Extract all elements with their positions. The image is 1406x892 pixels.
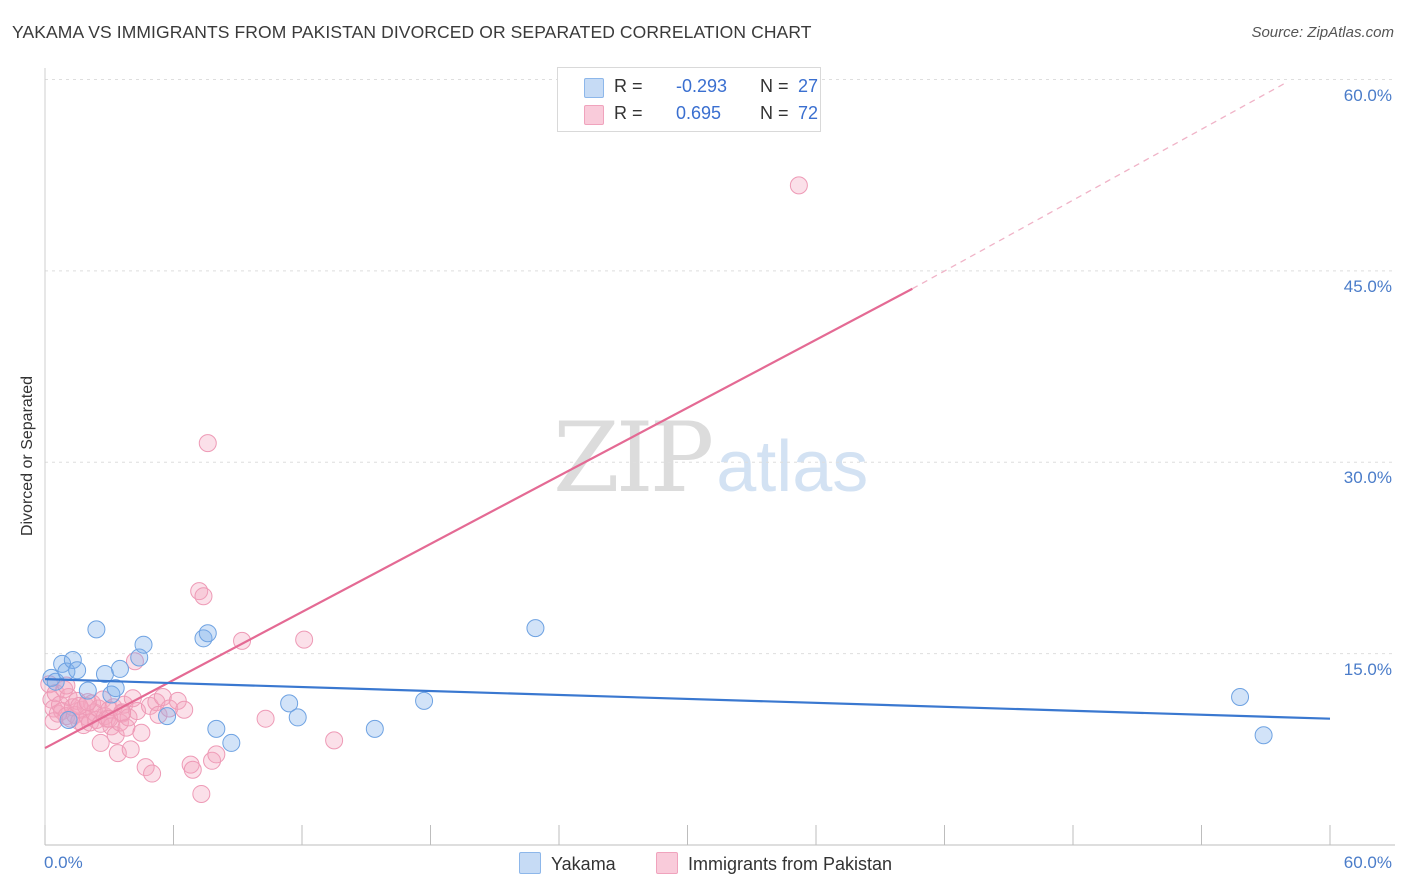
pakistan-point [132, 723, 151, 742]
legend-swatch-yakama [584, 78, 604, 98]
yakama-point [365, 719, 384, 738]
watermark: ZIPatlas [553, 402, 868, 514]
legend-swatch-pakistan [584, 105, 604, 125]
legend-r-value: -0.293 [676, 76, 728, 96]
yakama-point [158, 707, 177, 726]
yakama-point [134, 635, 153, 654]
bottom-legend-label-pakistan: Immigrants from Pakistan [688, 854, 893, 874]
yakama-point [280, 694, 299, 713]
x-tick-label-max: 60.0% [1343, 853, 1392, 872]
yakama-point [526, 619, 545, 638]
x-tick-label-min: 0.0% [44, 853, 83, 872]
yakama-point [78, 681, 97, 700]
y-tick-label: 45.0% [1343, 277, 1392, 296]
yakama-points [42, 619, 1273, 752]
pakistan-points [40, 176, 808, 803]
pakistan-point [207, 745, 226, 764]
bottom-legend-pakistan: Immigrants from Pakistan [656, 852, 892, 875]
yakama-trend-line [44, 678, 1331, 720]
pakistan-point [256, 709, 275, 728]
axes [44, 68, 1395, 846]
bottom-legend-swatch-pakistan [656, 852, 678, 874]
yakama-point [207, 719, 226, 738]
yakama-point [288, 708, 307, 727]
watermark-zip: ZIP [553, 402, 714, 514]
correlation-legend: R = -0.293 N = 27 R = 0.695 N = 72 [557, 67, 821, 132]
pakistan-point [44, 712, 63, 731]
yakama-point [415, 691, 434, 710]
legend-r-label: R = [614, 76, 643, 96]
legend-n-label: N = [760, 76, 789, 96]
pakistan-point [789, 176, 808, 195]
pakistan-point [183, 760, 202, 779]
pakistan-point [153, 688, 172, 707]
yakama-point [63, 651, 82, 670]
pakistan-point [175, 700, 194, 719]
pakistan-point [198, 434, 217, 453]
yakama-point [1231, 688, 1250, 707]
bottom-legend-yakama: Yakama [519, 852, 616, 875]
pakistan-point [57, 676, 76, 695]
yakama-point [87, 620, 106, 639]
yakama-point [1254, 726, 1273, 745]
yakama-point [222, 733, 241, 752]
bottom-legend-swatch-yakama [519, 852, 541, 874]
yakama-point [59, 710, 78, 729]
y-tick-label: 30.0% [1343, 468, 1392, 487]
grid-lines [45, 79, 1395, 655]
watermark-atlas: atlas [716, 427, 869, 507]
legend-n-value: 27 [798, 76, 819, 96]
legend-n-label: N = [760, 103, 789, 123]
pakistan-point [192, 784, 211, 803]
legend-r-label: R = [614, 103, 643, 123]
y-tick-label: 15.0% [1343, 660, 1392, 679]
pakistan-trend-line [44, 287, 913, 750]
pakistan-point [168, 691, 187, 710]
pakistan-point [136, 758, 155, 777]
legend-r-value: 0.695 [676, 103, 722, 123]
y-axis-label: Divorced or Separated [19, 375, 36, 537]
yakama-point [110, 659, 129, 678]
pakistan-point [295, 630, 314, 649]
trend-lines [44, 81, 1331, 750]
source-label: Source: ZipAtlas.com [1251, 24, 1394, 41]
pakistan-point [121, 740, 140, 759]
yakama-point [68, 661, 87, 680]
pakistan-point [70, 696, 89, 715]
pakistan-point [59, 688, 78, 707]
chart-title: YAKAMA VS IMMIGRANTS FROM PAKISTAN DIVOR… [12, 22, 812, 42]
pakistan-point [325, 731, 344, 750]
pakistan-point [143, 764, 162, 783]
pakistan-point [91, 733, 110, 752]
pakistan-trend-extension [912, 81, 1288, 290]
yakama-point [106, 679, 125, 698]
pakistan-point [102, 717, 121, 736]
yakama-point [198, 624, 217, 643]
bottom-legend-label-yakama: Yakama [551, 854, 616, 874]
legend-n-value: 72 [798, 103, 819, 123]
y-tick-label: 60.0% [1343, 86, 1392, 105]
pakistan-point [194, 587, 213, 606]
